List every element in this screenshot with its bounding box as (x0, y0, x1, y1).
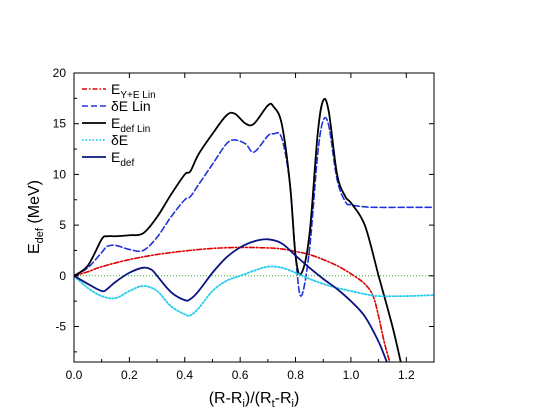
x-tick-label: 0.2 (121, 368, 138, 382)
legend-label-1: EY+E Lin (111, 81, 156, 101)
y-axis: -5 0 5 10 15 20 (53, 66, 434, 353)
x-tick-label: 1.0 (343, 368, 360, 382)
plot-frame (73, 72, 435, 363)
series-line-4 (74, 265, 434, 317)
x-tick-label: 0.8 (287, 368, 304, 382)
series-line-2 (74, 116, 434, 297)
series-group (74, 97, 434, 362)
x-tick-label: 0.4 (176, 368, 193, 382)
y-axis-title: Edef (MeV) (26, 180, 46, 254)
x-tick-label: 0.6 (232, 368, 249, 382)
x-tick-label: 0.0 (66, 368, 83, 382)
y-tick-label: 5 (59, 218, 66, 232)
y-tick-label: 0 (59, 269, 66, 283)
y-tick-label: -5 (55, 320, 66, 334)
series-line-5 (74, 238, 388, 362)
y-tick-label: 20 (53, 66, 67, 80)
legend-label-3: Edef Lin (111, 115, 150, 135)
series-line-3 (74, 97, 402, 362)
legend-label-4: δE (111, 132, 128, 148)
series-line-1 (74, 246, 391, 362)
x-tick-label: 1.2 (398, 368, 415, 382)
y-tick-label: 10 (53, 167, 67, 181)
legend-label-5: Edef (111, 149, 134, 169)
y-tick-label: 15 (53, 117, 67, 131)
x-axis-title: (R-Ri)/(Rt-Ri) (209, 390, 300, 410)
x-axis: 0.0 0.2 0.4 0.6 0.8 1.0 1.2 (66, 73, 435, 382)
legend-label-2: δE Lin (111, 98, 151, 114)
